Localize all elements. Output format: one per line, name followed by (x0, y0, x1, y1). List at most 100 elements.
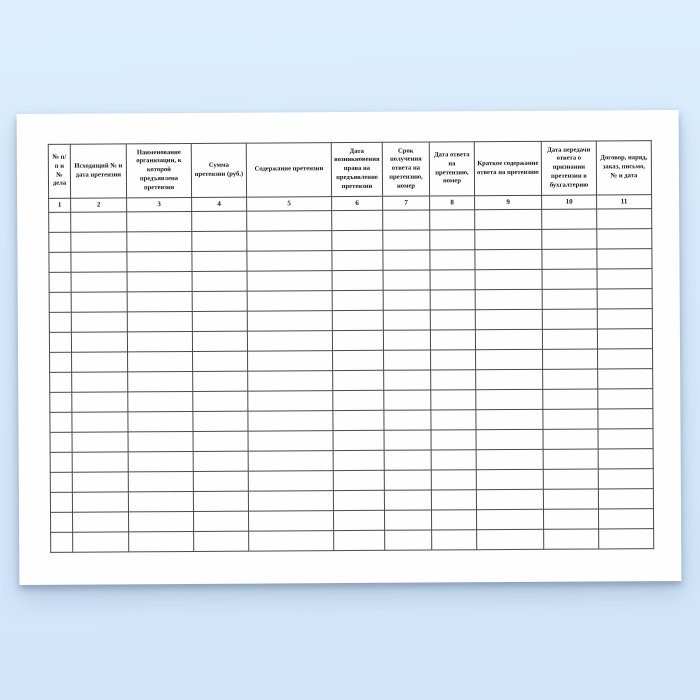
column-header-right-date: Дата возникновения права на предъявление… (331, 142, 383, 197)
empty-cell (128, 531, 194, 552)
column-number: 2 (70, 197, 127, 213)
empty-cell (476, 529, 544, 550)
empty-cell (543, 428, 599, 450)
empty-cell (384, 430, 432, 451)
empty-cell (72, 511, 129, 533)
empty-cell (543, 448, 599, 470)
empty-cell (475, 309, 543, 330)
column-number: 11 (596, 194, 652, 209)
empty-cell (193, 431, 249, 452)
empty-cell (127, 331, 193, 352)
empty-cell (543, 488, 599, 510)
empty-cell (597, 288, 653, 309)
empty-cell (597, 348, 653, 369)
empty-cell (542, 348, 598, 370)
empty-cell (70, 211, 127, 233)
empty-cell (543, 508, 599, 530)
empty-cell (332, 290, 384, 311)
empty-cell (248, 510, 334, 532)
empty-cell (72, 471, 129, 493)
empty-cell (71, 411, 129, 433)
empty-cell (598, 448, 654, 469)
empty-cell (430, 269, 476, 291)
empty-cell (50, 472, 73, 493)
empty-cell (382, 230, 430, 251)
empty-cell (333, 450, 385, 471)
empty-cell (543, 468, 599, 490)
empty-cell (431, 449, 477, 470)
empty-cell (333, 510, 385, 531)
empty-cell (475, 269, 543, 290)
column-header-response-deadline: Срок получения ответа на претензию, номе… (382, 142, 430, 197)
empty-cell (246, 250, 333, 272)
empty-cell (192, 351, 248, 372)
empty-cell (597, 368, 653, 389)
empty-cell (475, 389, 543, 410)
empty-cell (50, 432, 73, 453)
empty-cell (72, 451, 129, 473)
empty-cell (49, 272, 72, 293)
empty-cell (192, 411, 249, 432)
empty-cell (383, 310, 431, 331)
empty-cell (476, 489, 544, 510)
column-number: 6 (331, 196, 383, 211)
empty-cell (71, 311, 128, 333)
column-number: 4 (191, 197, 247, 212)
empty-cell (332, 370, 384, 391)
empty-cell (430, 309, 476, 331)
empty-cell (247, 410, 334, 432)
empty-cell (542, 408, 599, 430)
empty-cell (247, 290, 333, 312)
empty-cell (332, 410, 385, 431)
empty-cell (476, 509, 544, 530)
empty-cell (332, 330, 384, 351)
empty-cell (475, 369, 543, 390)
empty-cell (127, 291, 193, 312)
empty-cell (48, 252, 72, 273)
empty-cell (474, 249, 543, 270)
empty-cell (192, 311, 248, 332)
empty-cell (71, 291, 128, 313)
empty-cell (247, 370, 333, 392)
empty-cell (193, 511, 249, 532)
empty-cell (128, 451, 194, 472)
empty-cell (127, 351, 193, 372)
empty-cell (70, 231, 127, 253)
empty-cell (475, 349, 543, 370)
empty-cell (332, 310, 384, 331)
empty-cell (475, 329, 543, 350)
empty-cell (50, 492, 73, 513)
empty-cell (332, 390, 384, 411)
empty-cell (597, 308, 653, 329)
document-page: № п/п и № дела Исходящий № и дата претен… (16, 109, 682, 586)
column-number: 8 (429, 195, 475, 211)
empty-cell (541, 208, 597, 230)
empty-cell (50, 532, 73, 553)
empty-cell (476, 449, 544, 470)
column-header-case-number: № п/п и № дела (48, 144, 71, 199)
empty-cell (333, 470, 385, 491)
empty-cell (384, 450, 432, 471)
empty-cell (597, 268, 653, 289)
empty-cell (49, 392, 72, 413)
empty-cell (383, 330, 431, 351)
empty-rows (48, 208, 654, 553)
empty-cell (429, 249, 476, 271)
empty-cell (49, 312, 72, 333)
empty-cell (333, 430, 385, 451)
empty-cell (430, 389, 476, 411)
column-number: 7 (382, 196, 430, 211)
empty-cell (127, 371, 193, 392)
empty-cell (430, 289, 476, 311)
column-header-organization: Наименование организации, к которой пред… (126, 143, 192, 198)
empty-cell (431, 469, 477, 490)
empty-cell (192, 391, 248, 412)
empty-cell (247, 270, 333, 292)
empty-cell (126, 251, 193, 272)
empty-cell (429, 209, 475, 231)
empty-cell (248, 470, 334, 492)
empty-cell (193, 531, 249, 552)
empty-cell (542, 308, 598, 330)
empty-cell (542, 368, 598, 390)
